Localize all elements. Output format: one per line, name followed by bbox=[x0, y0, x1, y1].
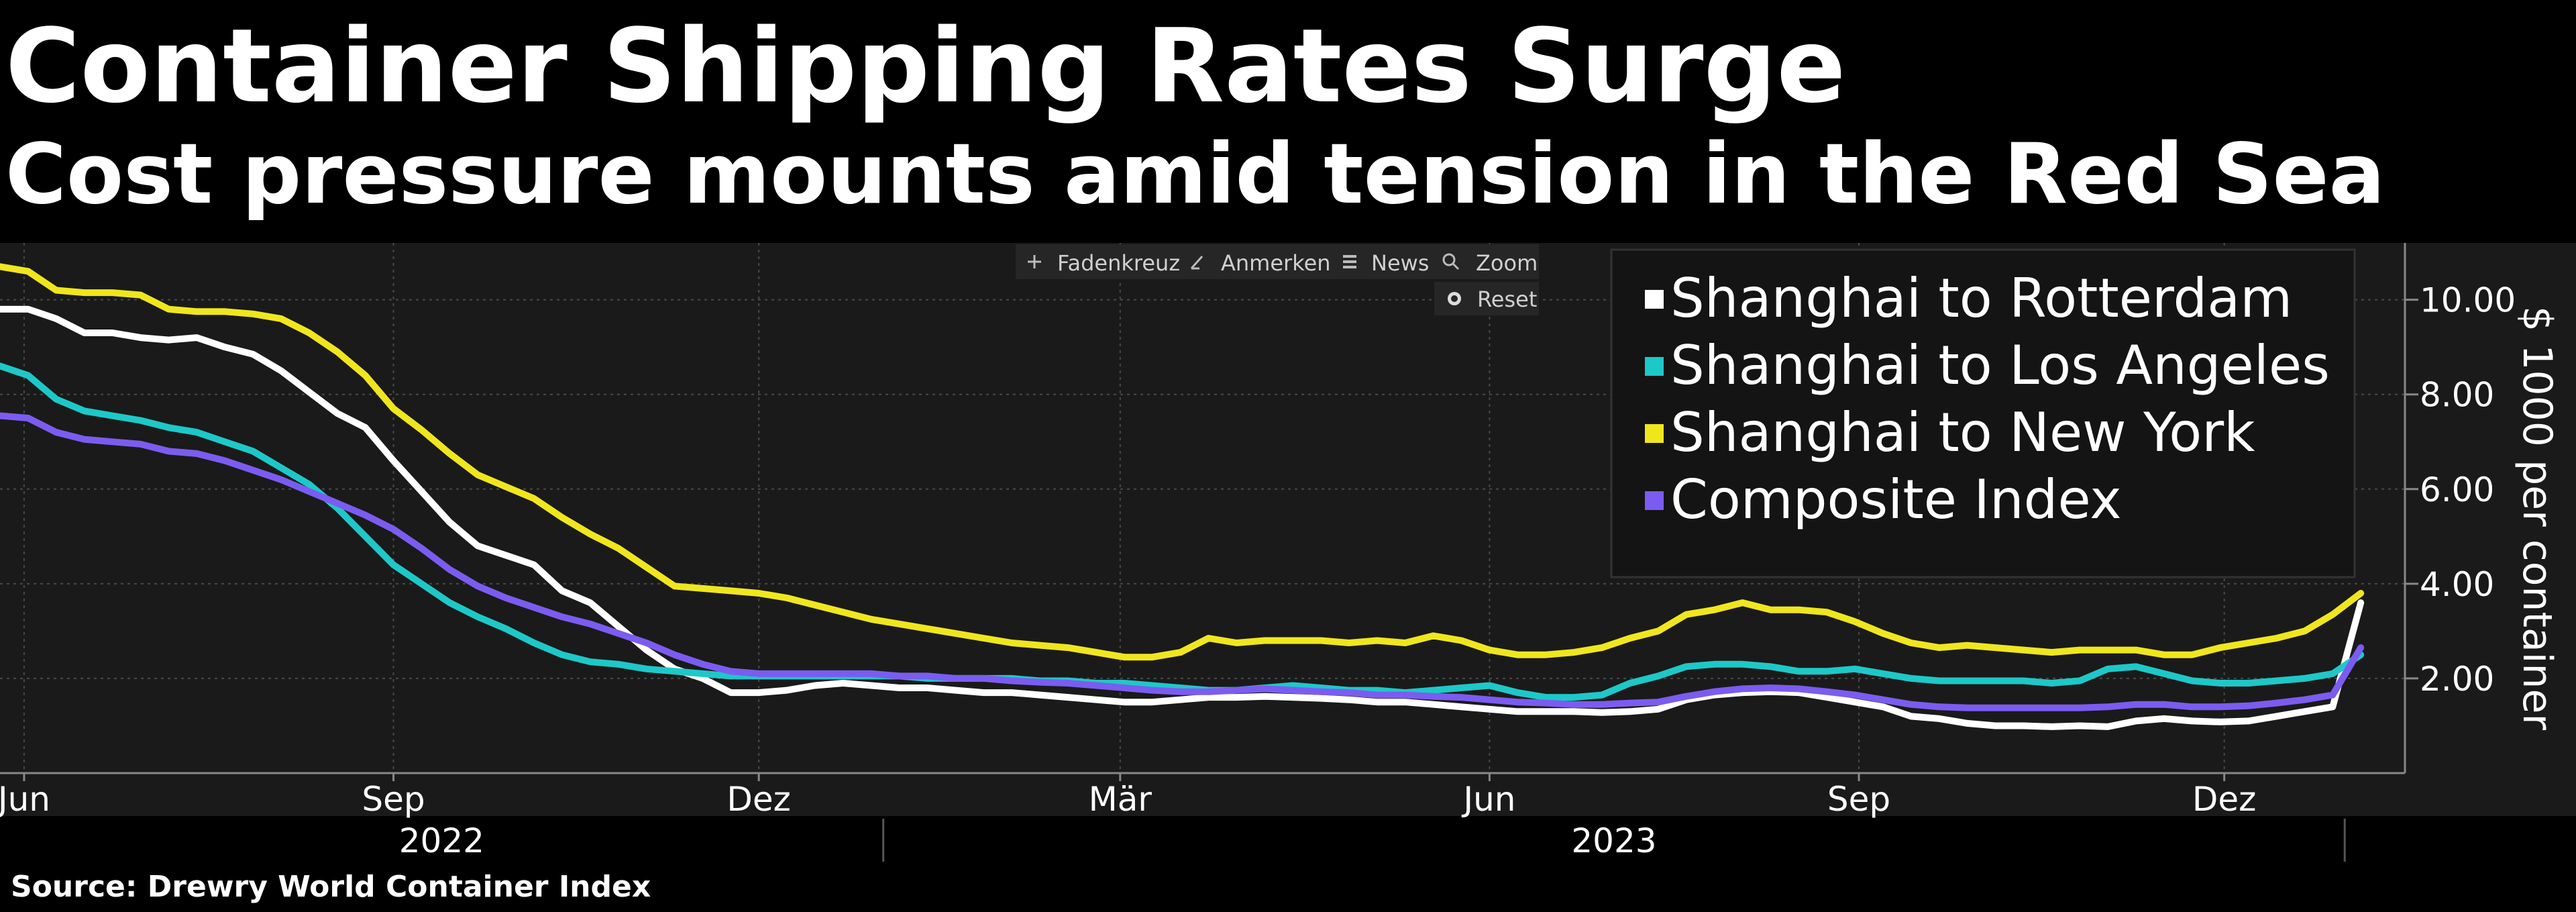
series-lines bbox=[0, 263, 2365, 730]
series-line-shanghai-to-rotterdam bbox=[0, 305, 2365, 730]
news-label: News bbox=[1371, 250, 1429, 276]
year-band bbox=[0, 816, 2576, 862]
zoom-label: Zoom bbox=[1476, 250, 1538, 276]
series-line-shanghai-to-new-york bbox=[0, 263, 2365, 661]
x-axis: Jun Sep Dez Mär Jun Sep Dez 2022 2023 bbox=[0, 772, 2576, 862]
x-tick-label: Jun bbox=[0, 780, 50, 819]
annotate-button[interactable]: Anmerken bbox=[1190, 250, 1331, 276]
x-tick-label: Jun bbox=[1461, 780, 1515, 819]
y-tick-label: 6.00 bbox=[2420, 470, 2494, 509]
year-label: 2022 bbox=[399, 821, 484, 860]
chart-svg: 2.00 4.00 6.00 8.00 10.00 Jun Sep Dez Mär Jun Sep… bbox=[0, 243, 2576, 862]
legend-label: Shanghai to Los Angeles bbox=[1670, 334, 2330, 397]
reset-icon bbox=[1448, 292, 1461, 305]
legend-label: Composite Index bbox=[1670, 468, 2122, 531]
series-line-shanghai-to-los-angeles bbox=[0, 362, 2365, 701]
legend-swatch bbox=[1645, 357, 1664, 376]
legend-swatch bbox=[1645, 491, 1664, 510]
legend-label: Shanghai to New York bbox=[1670, 401, 2255, 464]
news-icon bbox=[1343, 255, 1356, 268]
y-tick-label: 2.00 bbox=[2420, 660, 2494, 699]
reset-label: Reset bbox=[1477, 287, 1537, 312]
legend-label: Shanghai to Rotterdam bbox=[1670, 267, 2292, 330]
y-tick-label: 10.00 bbox=[2420, 281, 2516, 320]
crosshair-label: Fadenkreuz bbox=[1057, 250, 1180, 276]
x-tick-label: Dez bbox=[727, 780, 791, 819]
reset-button[interactable]: Reset bbox=[1448, 287, 1537, 312]
x-tick-label: Sep bbox=[1827, 780, 1890, 819]
legend-swatch bbox=[1645, 424, 1664, 443]
legend-box bbox=[1610, 248, 2356, 578]
chart-toolbar: Fadenkreuz Anmerken News bbox=[1016, 244, 1539, 315]
y-tick-label: 4.00 bbox=[2420, 565, 2494, 604]
chart-title: Container Shipping Rates Surge bbox=[5, 7, 1846, 125]
annotate-label: Anmerken bbox=[1221, 250, 1331, 276]
legend-swatch bbox=[1645, 290, 1664, 309]
series-line-composite-index bbox=[0, 412, 2365, 711]
chart-panel: 2.00 4.00 6.00 8.00 10.00 Jun Sep Dez Mär Jun Sep… bbox=[0, 243, 2576, 862]
crosshair-icon bbox=[1028, 255, 1041, 268]
crosshair-button[interactable]: Fadenkreuz bbox=[1028, 250, 1180, 276]
toolbar-background bbox=[1016, 244, 1539, 279]
magnifier-icon bbox=[1442, 253, 1460, 270]
y-axis: 2.00 4.00 6.00 8.00 10.00 bbox=[2404, 243, 2516, 773]
x-tick-label: Mär bbox=[1089, 780, 1152, 819]
y-axis-title: $ 1000 per container bbox=[2514, 306, 2561, 730]
y-tick-label: 8.00 bbox=[2420, 376, 2494, 415]
pencil-icon bbox=[1190, 256, 1203, 270]
zoom-button[interactable]: Zoom bbox=[1442, 250, 1538, 276]
chart-subtitle: Cost pressure mounts amid tension in the… bbox=[5, 126, 2385, 223]
x-tick-label: Sep bbox=[362, 780, 425, 819]
x-tick-label: Dez bbox=[2192, 780, 2257, 819]
year-label: 2023 bbox=[1571, 821, 1656, 860]
news-button[interactable]: News bbox=[1343, 250, 1429, 276]
source-note: Source: Drewry World Container Index bbox=[11, 870, 651, 904]
